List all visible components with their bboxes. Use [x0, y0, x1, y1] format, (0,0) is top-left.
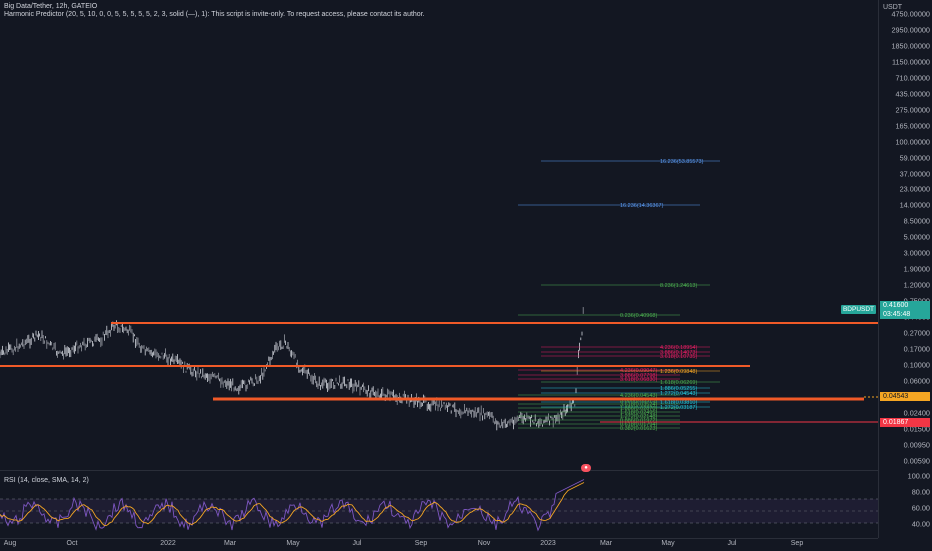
price-scale[interactable]: USDT 4750.00000 2950.00000 1850.00000 1150.… — [878, 0, 932, 538]
chart-legend[interactable]: Big Data/Tether, 12h, GATEIO Harmonic Pr… — [4, 3, 425, 19]
time-tick: May — [661, 540, 675, 547]
price-tick: 37.00000 — [899, 169, 930, 178]
price-tick: 59.00000 — [899, 153, 930, 163]
price-tick: 1850.00000 — [891, 41, 930, 51]
price-tick: 2950.00000 — [891, 25, 930, 35]
price-tick: 23.00000 — [899, 184, 930, 194]
fib-label: 1.618(0.02495) — [620, 410, 657, 416]
fib-label: 0.236(0.40968) — [620, 313, 657, 319]
time-tick: 2022 — [160, 540, 176, 547]
rsi-series — [0, 479, 585, 532]
price-tick: 4750.00000 — [891, 9, 930, 19]
price-tick: 8.50000 — [903, 216, 930, 226]
fib-label: 0.382(0.01623) — [620, 426, 657, 432]
fib-label: 0.618(0.01794) — [620, 422, 657, 428]
price-tick: 435.00000 — [895, 89, 931, 99]
price-tick: 1150.00000 — [891, 57, 930, 67]
price-tick: 100.00000 — [895, 137, 931, 147]
price-tick: 0.10000 — [903, 360, 930, 370]
rsi-sma-line — [0, 482, 585, 527]
fib-label: 4.236(0.18954) — [660, 345, 697, 351]
time-tick: 2023 — [540, 540, 556, 547]
current-price-tag: 0.41600 — [880, 301, 930, 310]
fib-label: 3.618(0.10735) — [660, 354, 697, 360]
fib-label: 1.618(0.03810) — [660, 400, 697, 406]
price-tick: 5.00000 — [903, 232, 930, 242]
fib-label: 4.236(0.04543) — [620, 393, 657, 399]
fib-label: 1.272(0.02148) — [620, 414, 657, 420]
indicator-legend: Harmonic Predictor (20, 5, 10, 0, 0, 5, … — [4, 11, 425, 18]
bar-countdown: 03:45:48 — [880, 310, 930, 319]
chart-title: Big Data/Tether, 12h, GATEIO — [4, 3, 98, 10]
price-tick: 1.20000 — [903, 280, 930, 290]
fib-label: 3.618(0.03524) — [620, 402, 657, 408]
rsi-line — [0, 479, 585, 532]
price-tick: 3.00000 — [903, 248, 930, 258]
time-tick: Mar — [599, 540, 613, 547]
fib-levels: 16.236(53.85573) 16.236(14.36367) 8.236(1.… — [518, 159, 720, 432]
currency-label: USDT — [883, 4, 903, 11]
price-tick: 1.90000 — [903, 264, 930, 274]
time-tick: Sep — [414, 540, 428, 547]
fib-label: 1.272(0.04543) — [660, 391, 697, 397]
price-tick: 0.17000 — [903, 344, 930, 354]
price-tick: 0.00950 — [903, 440, 930, 450]
time-tick: May — [286, 540, 300, 547]
fib-label: 16.236(53.85573) — [660, 159, 704, 165]
time-axis[interactable]: Aug Oct 2022 Mar May Jul Sep Nov 2023 Mar May Jul Se… — [0, 538, 878, 551]
main-chart-pane[interactable]: 16.236(53.85573) 16.236(14.36367) 8.236(1.… — [0, 0, 878, 468]
line-price-tag: 0.04543 — [880, 392, 930, 401]
low-price-tag: 0.01867 — [880, 418, 930, 427]
fib-label: 1.618(0.06269) — [660, 380, 697, 386]
time-tick: Sep — [790, 540, 804, 547]
fib-label: 16.236(14.36367) — [620, 203, 664, 209]
symbol-badge[interactable]: BDPUSDT — [841, 305, 876, 314]
fib-label: 8.236(1.24613) — [660, 283, 697, 289]
fib-label: 3.618(0.06830) — [620, 377, 657, 383]
alert-icon[interactable]: ● — [581, 464, 591, 472]
rsi-pane[interactable] — [0, 472, 878, 538]
price-tick: 0.02400 — [903, 408, 930, 418]
fib-label: 1.236(0.09848) — [660, 369, 697, 375]
fib-label: 3.886(0.07798) — [620, 373, 657, 379]
fib-label: 3.886(0.03975) — [620, 398, 657, 404]
fib-label: 0.886(0.01972) — [620, 418, 657, 424]
price-tick: 0.27000 — [903, 328, 930, 338]
pane-divider[interactable] — [0, 470, 878, 471]
price-tick: 0.00590 — [903, 456, 930, 466]
price-tick: 165.00000 — [895, 121, 931, 131]
time-tick: Nov — [477, 540, 491, 547]
rsi-tick: 80.00 — [911, 487, 930, 497]
time-tick: Jul — [727, 540, 737, 547]
time-tick: Aug — [3, 540, 17, 547]
price-tick: 710.00000 — [895, 73, 931, 83]
rsi-tick: 60.00 — [911, 503, 930, 513]
rsi-legend[interactable]: RSI (14, close, SMA, 14, 2) — [4, 477, 89, 484]
price-tick: 0.01500 — [903, 424, 930, 434]
time-tick: Mar — [223, 540, 237, 547]
price-series — [0, 307, 584, 431]
price-tick: 0.06000 — [903, 376, 930, 386]
fib-label: 1.886(0.05255) — [660, 386, 697, 392]
rsi-tick: 100.00 — [907, 471, 930, 481]
rsi-tick: 40.00 — [911, 519, 930, 529]
price-tick: 275.00000 — [895, 105, 931, 115]
fib-label: 1.886(0.02870) — [620, 406, 657, 412]
price-tick: 14.00000 — [899, 200, 930, 210]
time-tick: Oct — [66, 540, 78, 547]
time-tick: Jul — [352, 540, 362, 547]
fib-label: 3.886(0.14073) — [660, 350, 697, 356]
